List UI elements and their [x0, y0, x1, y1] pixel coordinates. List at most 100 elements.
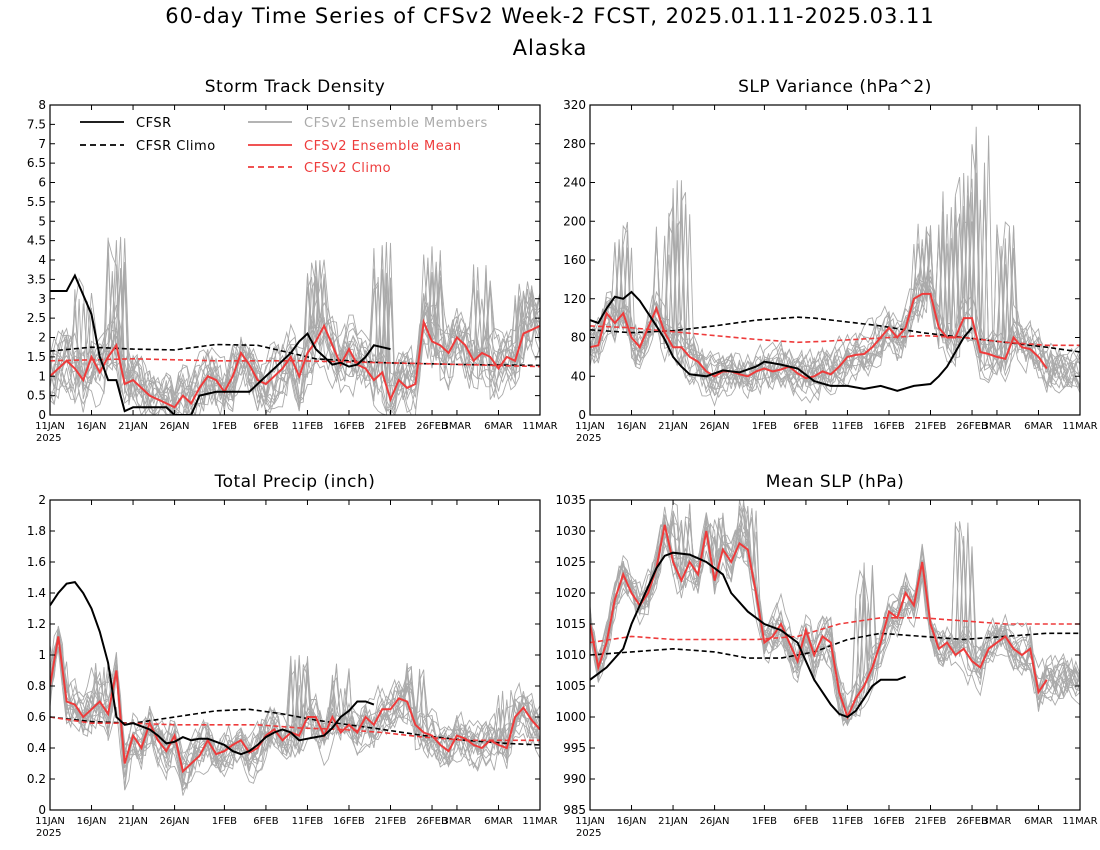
x-tick-label: 3MAR: [983, 816, 1012, 827]
x-tick-label: 26FEB: [956, 816, 988, 827]
ensemble-member-line: [590, 162, 1080, 397]
x-tick-label: 6FEB: [793, 816, 818, 827]
x-tick-label: 26JAN: [160, 816, 190, 827]
x-tick-label: 11MAR: [522, 816, 557, 827]
y-tick-label: 200: [563, 214, 586, 228]
panel-title: Storm Track Density: [205, 77, 386, 97]
series-line-cfsr: [50, 581, 375, 756]
y-tick-label: 3.5: [27, 272, 46, 286]
legend-label: CFSv2 Ensemble Mean: [304, 139, 461, 154]
figure-title: 60-day Time Series of CFSv2 Week-2 FCST,…: [165, 4, 935, 28]
x-year-label: 2025: [36, 433, 61, 444]
x-tick-label: 16FEB: [873, 816, 905, 827]
plot-area: [590, 126, 1080, 407]
figure-subtitle: Alaska: [512, 36, 588, 60]
x-year-label: 2025: [576, 433, 601, 444]
x-tick-label: 1FEB: [212, 421, 237, 432]
y-tick-label: 1.2: [27, 617, 46, 631]
x-tick-label: 11FEB: [832, 816, 864, 827]
series-line-cfsv2-ensemble-mean: [50, 318, 540, 409]
y-tick-label: 6: [38, 176, 46, 190]
legend-label: CFSv2 Climo: [304, 161, 391, 176]
plot-area: [590, 500, 1080, 727]
x-tick-label: 26JAN: [160, 421, 190, 432]
x-tick-label: 16FEB: [333, 421, 365, 432]
x-tick-label: 26JAN: [700, 421, 730, 432]
y-tick-label: 1.5: [27, 350, 46, 364]
y-tick-label: 1.6: [27, 555, 46, 569]
legend: CFSR CFSR Climo CFSv2 Ensemble Members CFSv…: [80, 116, 487, 176]
x-tick-label: 6FEB: [253, 816, 278, 827]
x-tick-label: 21FEB: [375, 816, 407, 827]
x-tick-label: 3MAR: [443, 421, 472, 432]
y-tick-label: 0.2: [27, 772, 46, 786]
x-tick-label: 6FEB: [793, 421, 818, 432]
y-tick-label: 3: [38, 292, 46, 306]
panel-mean-slp: 985 990 995 1000 1005 1010 1015 1020 1025 1030 103…: [555, 472, 1097, 839]
y-tick-label: 5: [38, 214, 46, 228]
ensemble-member-line: [590, 126, 1080, 397]
x-tick-label: 16FEB: [873, 421, 905, 432]
x-tick-label: 26JAN: [700, 816, 730, 827]
y-tick-label: 1.4: [27, 586, 46, 600]
y-tick-label: 1030: [555, 524, 586, 538]
series-line-cfsv2-climo: [590, 616, 1080, 644]
y-tick-label: 4.5: [27, 234, 46, 248]
x-tick-label: 1FEB: [212, 816, 237, 827]
y-tick-label: 2: [38, 331, 46, 345]
y-tick-label: 0.8: [27, 679, 46, 693]
panel-slp-variance: 0 40 80 120 160 200 240 280 320 11JAN 16JAN 21JAN 26…: [563, 77, 1098, 444]
y-tick-label: 0.4: [27, 741, 46, 755]
y-tick-label: 995: [563, 741, 586, 755]
x-tick-label: 3MAR: [983, 421, 1012, 432]
y-tick-label: 0: [38, 408, 46, 422]
series-line-cfsv2-climo: [50, 357, 540, 368]
x-tick-label: 1FEB: [752, 421, 777, 432]
y-tick-label: 1020: [555, 586, 586, 600]
y-tick-label: 120: [563, 292, 586, 306]
x-tick-label: 16JAN: [77, 816, 107, 827]
y-tick-label: 6.5: [27, 156, 46, 170]
panel-title: SLP Variance (hPa^2): [738, 77, 932, 97]
y-tick-label: 990: [563, 772, 586, 786]
y-tick-label: 1.8: [27, 524, 46, 538]
legend-label: CFSR: [136, 116, 172, 131]
ensemble-member-line: [590, 178, 1080, 390]
x-tick-label: 6MAR: [484, 816, 513, 827]
y-tick-label: 1015: [555, 617, 586, 631]
plot-area: [50, 236, 540, 415]
ensemble-member-line: [590, 515, 1080, 712]
series-line-cfsr: [590, 290, 973, 392]
panel-title: Mean SLP (hPa): [766, 472, 905, 492]
series-line-cfsr-climo: [50, 343, 540, 367]
plot-area: [50, 581, 540, 796]
y-tick-label: 0: [578, 408, 586, 422]
x-tick-label: 21JAN: [658, 816, 688, 827]
panel-storm-track-density: 0 0.5 1 1.5 2 2.5 3 3.5 4 4.5 5 5.5 6 6.5 7 7.5 8 11JAN 16…: [27, 77, 558, 444]
ensemble-member-line: [50, 268, 540, 405]
x-tick-label: 11JAN: [35, 421, 65, 432]
x-tick-label: 16JAN: [617, 421, 647, 432]
y-tick-label: 40: [571, 369, 586, 383]
ensemble-member-line: [50, 638, 540, 791]
y-tick-label: 280: [563, 137, 586, 151]
series-line-cfsv2-ensemble-mean: [50, 636, 540, 774]
ensemble-member-line: [50, 257, 540, 415]
ensemble-member-line: [50, 239, 540, 415]
y-tick-label: 1: [38, 648, 46, 662]
y-tick-label: 1010: [555, 648, 586, 662]
x-tick-label: 16JAN: [617, 816, 647, 827]
x-tick-label: 11JAN: [575, 421, 605, 432]
x-tick-label: 11MAR: [1062, 816, 1097, 827]
y-tick-label: 7.5: [27, 117, 46, 131]
x-tick-label: 26FEB: [416, 816, 448, 827]
y-tick-label: 2.5: [27, 311, 46, 325]
x-tick-label: 6FEB: [253, 421, 278, 432]
series-line-cfsv2-ensemble-mean: [590, 524, 1048, 720]
x-tick-label: 16FEB: [333, 816, 365, 827]
series-line-cfsv2-climo: [590, 325, 1080, 347]
x-tick-label: 11FEB: [292, 816, 324, 827]
y-tick-label: 1035: [555, 493, 586, 507]
x-tick-label: 21JAN: [118, 816, 148, 827]
